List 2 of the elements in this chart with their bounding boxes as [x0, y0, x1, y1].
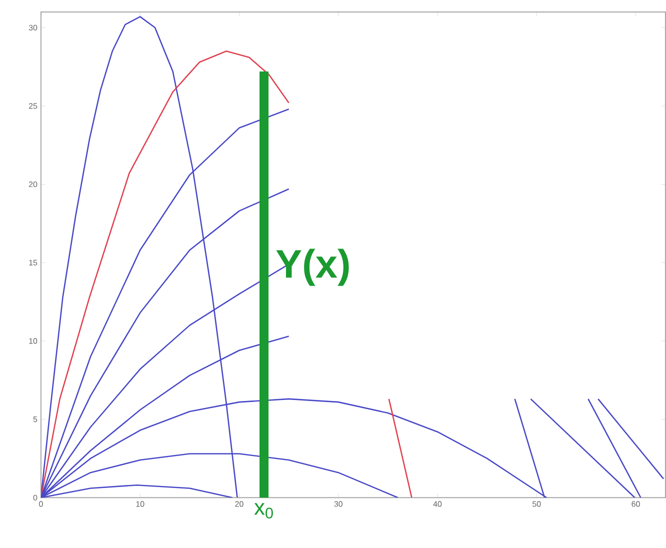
annotation: x$_{0}$	[254, 503, 273, 519]
annotation: Y(x)	[276, 248, 349, 286]
